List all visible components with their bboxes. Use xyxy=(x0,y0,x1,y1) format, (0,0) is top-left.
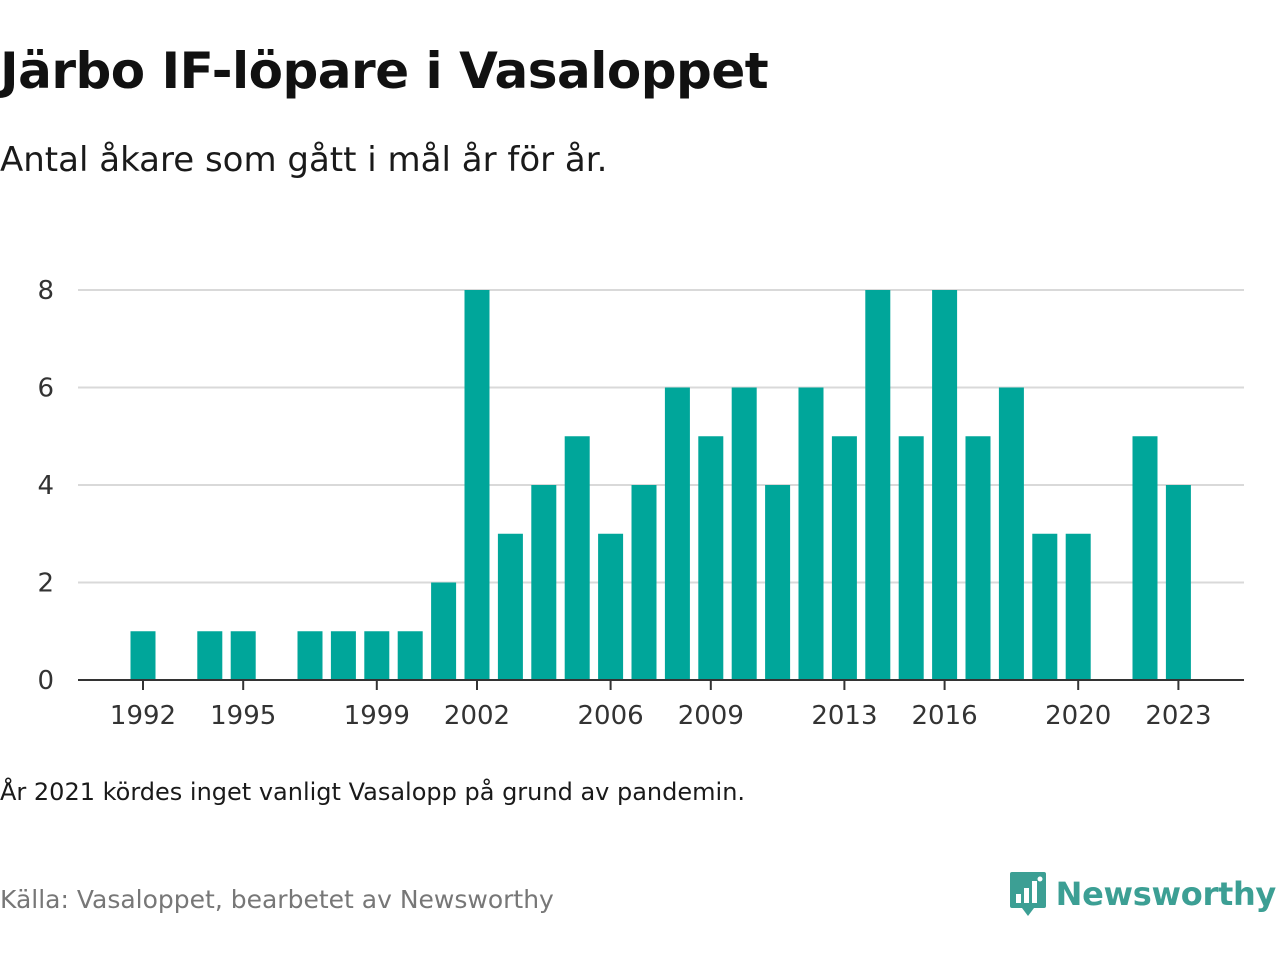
bar xyxy=(197,631,223,680)
bar xyxy=(497,533,523,680)
bar xyxy=(731,387,757,680)
chart-subtitle: Antal åkare som gått i mål år för år. xyxy=(0,140,608,180)
bar-chart-speech-bubble-icon xyxy=(1009,872,1046,916)
bar xyxy=(431,582,457,680)
bar xyxy=(998,387,1024,680)
bar xyxy=(564,436,590,680)
bar xyxy=(898,436,924,680)
bar xyxy=(1065,533,1091,680)
bars xyxy=(130,290,1191,680)
x-axis: 1992 1995 1999 2002 2006 2009 2013 2016 2020 2023 xyxy=(78,679,1244,731)
y-tick-label: 2 xyxy=(37,569,54,599)
bar xyxy=(297,631,323,680)
x-tick-label: 2023 xyxy=(1145,701,1211,731)
y-tick-label: 0 xyxy=(37,666,54,696)
x-tick-label: 1995 xyxy=(210,701,276,731)
bar xyxy=(932,290,958,680)
chart-title: Järbo IF-löpare i Vasaloppet xyxy=(0,42,769,100)
x-tick-label: 2006 xyxy=(578,701,644,731)
bar xyxy=(865,290,891,680)
bar xyxy=(1165,485,1191,680)
brand-logo: Newsworthy xyxy=(1008,870,1276,918)
bar xyxy=(130,631,156,680)
bar xyxy=(397,631,423,680)
y-tick-label: 8 xyxy=(37,276,54,306)
bar xyxy=(1132,436,1158,680)
bar xyxy=(831,436,857,680)
x-tick-label: 2013 xyxy=(811,701,877,731)
y-tick-label: 6 xyxy=(37,374,54,404)
bar xyxy=(664,387,690,680)
x-tick-label: 2020 xyxy=(1045,701,1111,731)
bar xyxy=(965,436,991,680)
bar-chart: 0 2 4 6 8 1992 1995 1999 2002 2006 2009 2013 2016 20… xyxy=(37,276,1244,731)
bar xyxy=(330,631,356,680)
x-tick-label: 2016 xyxy=(912,701,978,731)
y-axis-tick-labels: 0 2 4 6 8 xyxy=(37,276,54,696)
brand-name: Newsworthy xyxy=(1055,875,1277,913)
bar xyxy=(1032,533,1058,680)
bar xyxy=(230,631,256,680)
source-credit: Källa: Vasaloppet, bearbetet av Newswort… xyxy=(0,885,554,914)
bar xyxy=(364,631,390,680)
bar xyxy=(531,485,557,680)
bar xyxy=(798,387,824,680)
bar xyxy=(598,533,624,680)
bar xyxy=(698,436,724,680)
x-tick-label: 2009 xyxy=(678,701,744,731)
x-tick-label: 1992 xyxy=(110,701,176,731)
bar xyxy=(631,485,657,680)
y-tick-label: 4 xyxy=(37,471,54,501)
bar xyxy=(765,485,791,680)
x-tick-label: 2002 xyxy=(444,701,510,731)
bar xyxy=(464,290,490,680)
x-tick-label: 1999 xyxy=(344,701,410,731)
footnote: År 2021 kördes inget vanligt Vasalopp på… xyxy=(0,778,746,806)
